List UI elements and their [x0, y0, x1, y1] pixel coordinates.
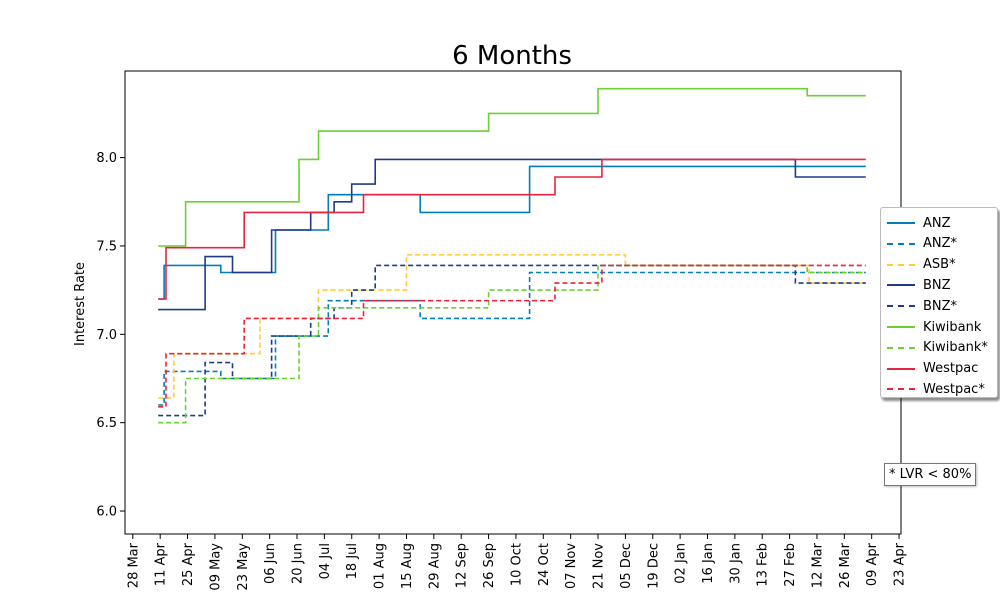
legend-swatch — [887, 284, 915, 287]
series-line-bnz-lvr — [158, 264, 866, 417]
x-tick-label: 04 Jul — [318, 543, 333, 579]
x-tick-label: 23 May — [236, 543, 251, 591]
x-tick-label: 05 Dec — [619, 543, 634, 589]
legend-item-anz-lvr: ANZ* — [887, 234, 957, 254]
legend-swatch — [887, 242, 915, 245]
legend-swatch — [887, 222, 915, 224]
x-tick-label: 23 Apr — [893, 542, 908, 586]
legend-item-anz: ANZ — [887, 213, 951, 233]
x-tick-label: 13 Feb — [756, 543, 771, 587]
x-tick-label: 29 Aug — [427, 543, 442, 589]
legend-label: BNZ* — [923, 298, 958, 314]
legend-item-kiwibank: Kiwibank — [887, 317, 981, 337]
legend-item-westpac: Westpac — [887, 359, 978, 379]
series-line-kiwibank — [158, 87, 866, 247]
legend-swatch — [887, 326, 915, 328]
series-line-asb-lvr — [158, 254, 866, 399]
x-tick-label: 26 Sep — [482, 543, 497, 588]
x-tick-label: 02 Jan — [674, 543, 689, 584]
legend-swatch — [887, 263, 915, 266]
series-line-westpac — [158, 158, 866, 300]
x-tick-label: 15 Aug — [400, 543, 415, 589]
legend-label: Westpac — [923, 361, 979, 377]
legend-label: ASB* — [923, 257, 956, 273]
legend-label: ANZ* — [923, 236, 958, 252]
x-tick-label: 12 Sep — [455, 543, 470, 588]
x-tick-label: 28 Mar — [126, 542, 141, 588]
y-axis-label: Interest Rate — [73, 262, 88, 346]
legend: ANZ ANZ* ASB* BNZ BNZ* Kiwibank Kiwibank* Westp… — [880, 207, 998, 398]
legend-swatch — [887, 388, 915, 391]
legend-swatch — [887, 346, 915, 349]
x-tick-label: 19 Dec — [646, 543, 661, 589]
legend-label: Westpac* — [923, 381, 985, 397]
series-line-anz-lvr — [158, 271, 866, 406]
legend-label: Kiwibank* — [923, 340, 988, 356]
legend-item-asb-lvr: ASB* — [887, 255, 956, 275]
series-line-kiwibank-lvr — [158, 264, 866, 424]
legend-item-bnz: BNZ — [887, 275, 951, 295]
legend-label: BNZ — [923, 277, 951, 293]
plot-frame — [124, 70, 902, 535]
x-tick-label: 24 Oct — [537, 543, 552, 586]
lvr-note: * LVR < 80% — [884, 463, 977, 486]
legend-item-westpac-lvr: Westpac* — [887, 379, 985, 399]
chart-title: 6 Months — [452, 41, 572, 71]
x-tick-label: 07 Nov — [564, 543, 579, 589]
series-line-anz — [158, 165, 866, 300]
x-tick-label: 11 Apr — [154, 542, 169, 586]
x-tick-label: 16 Jan — [701, 543, 716, 584]
legend-swatch — [887, 305, 915, 308]
x-tick-label: 27 Feb — [783, 543, 798, 587]
legend-label: Kiwibank — [923, 319, 982, 335]
x-tick-label: 10 Oct — [509, 543, 524, 586]
x-tick-label: 01 Aug — [373, 543, 388, 589]
x-tick-label: 25 Apr — [181, 542, 196, 586]
x-tick-label: 21 Nov — [592, 543, 607, 589]
y-tick-label: 6.5 — [96, 416, 117, 431]
x-tick-label: 12 Mar — [810, 542, 825, 588]
legend-item-bnz-lvr: BNZ* — [887, 296, 957, 316]
x-axis-ticks: 28 Mar 11 Apr 25 Apr 09 May 23 May 06 Jun 20 J… — [126, 534, 908, 591]
legend-label: ANZ — [923, 215, 951, 231]
series-line-bnz — [158, 158, 866, 311]
y-tick-label: 8.0 — [96, 151, 117, 166]
y-tick-label: 6.0 — [96, 505, 117, 520]
legend-item-kiwibank-lvr: Kiwibank* — [887, 338, 988, 358]
plot-series — [158, 87, 866, 424]
x-tick-label: 20 Jun — [291, 543, 306, 584]
x-tick-label: 06 Jun — [263, 543, 278, 584]
x-tick-label: 30 Jan — [728, 543, 743, 584]
y-axis-ticks: 6.0 6.5 7.0 7.5 8.0 — [96, 151, 125, 520]
x-tick-label: 18 Jul — [345, 543, 360, 579]
series-line-westpac-lvr — [158, 264, 866, 408]
y-tick-label: 7.0 — [96, 328, 117, 343]
x-tick-label: 09 Apr — [865, 542, 880, 586]
x-tick-label: 09 May — [208, 543, 223, 591]
legend-swatch — [887, 367, 915, 370]
y-tick-label: 7.5 — [96, 239, 117, 254]
x-tick-label: 26 Mar — [838, 542, 853, 588]
